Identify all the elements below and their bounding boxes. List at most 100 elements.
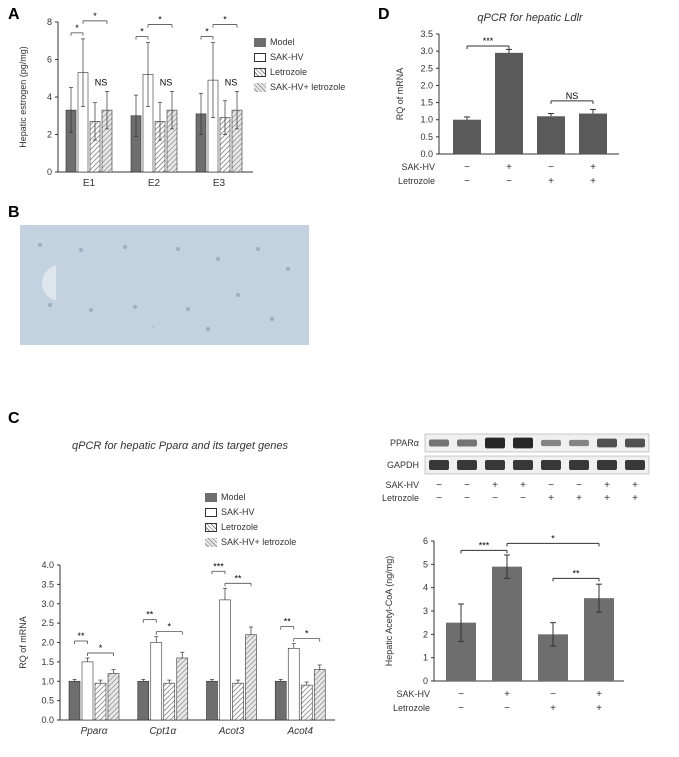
svg-text:1.0: 1.0 <box>420 115 433 125</box>
histology-image: Letrozole <box>103 225 148 237</box>
svg-text:4: 4 <box>423 583 428 593</box>
svg-text:+: + <box>590 162 596 173</box>
svg-text:+: + <box>596 689 602 700</box>
svg-text:0.0: 0.0 <box>420 149 433 159</box>
svg-text:RQ of mRNA: RQ of mRNA <box>395 68 405 121</box>
panel-b-row: Model SAK-HV Letrozole <box>20 225 249 237</box>
svg-text:PPARα: PPARα <box>390 438 419 448</box>
svg-text:1.5: 1.5 <box>420 98 433 108</box>
svg-text:+: + <box>550 703 556 714</box>
svg-text:+: + <box>632 480 638 491</box>
svg-text:4: 4 <box>47 92 52 102</box>
panel-a-legend: Model SAK-HV Letrozole SAK-HV+ letrozole <box>254 35 345 95</box>
svg-text:−: − <box>520 493 526 504</box>
svg-text:+: + <box>504 689 510 700</box>
histology-image: SAK-HV + letrozole <box>154 225 249 237</box>
svg-text:+: + <box>604 480 610 491</box>
histology-image: SAK-HV <box>56 225 97 237</box>
svg-text:NS: NS <box>95 77 108 87</box>
svg-text:0.5: 0.5 <box>41 696 54 706</box>
svg-text:E2: E2 <box>148 178 161 189</box>
svg-text:2.5: 2.5 <box>420 63 433 73</box>
svg-text:**: ** <box>77 631 85 641</box>
svg-text:2.5: 2.5 <box>41 618 54 628</box>
panel-c-title: qPCR for hepatic Pparα and its target ge… <box>40 440 320 452</box>
svg-text:−: − <box>464 493 470 504</box>
svg-text:**: ** <box>572 568 580 578</box>
svg-text:RQ of mRNA: RQ of mRNA <box>18 616 28 669</box>
svg-text:3.0: 3.0 <box>420 46 433 56</box>
svg-text:Letrozole: Letrozole <box>393 703 430 713</box>
svg-text:2.0: 2.0 <box>41 638 54 648</box>
svg-text:+: + <box>548 493 554 504</box>
svg-text:2: 2 <box>423 629 428 639</box>
svg-text:***: *** <box>479 540 490 550</box>
svg-text:+: + <box>576 493 582 504</box>
svg-text:Pparα: Pparα <box>81 726 108 737</box>
svg-text:1: 1 <box>423 653 428 663</box>
panel-c-legend: Model SAK-HV Letrozole SAK-HV+ letrozole <box>205 490 296 550</box>
svg-text:**: ** <box>146 610 154 620</box>
legend-letro: Letrozole <box>270 67 307 77</box>
svg-text:+: + <box>590 176 596 187</box>
histology-image: Model <box>20 225 50 237</box>
svg-text:6: 6 <box>423 536 428 546</box>
svg-text:6: 6 <box>47 55 52 65</box>
svg-text:NS: NS <box>566 91 579 101</box>
svg-text:*: * <box>305 629 309 639</box>
svg-text:+: + <box>604 493 610 504</box>
svg-text:−: − <box>492 493 498 504</box>
svg-text:1.0: 1.0 <box>41 676 54 686</box>
svg-text:+: + <box>506 162 512 173</box>
svg-text:0.5: 0.5 <box>420 132 433 142</box>
svg-text:Cpt1α: Cpt1α <box>149 726 176 737</box>
svg-text:***: *** <box>483 36 494 46</box>
svg-text:*: * <box>223 15 227 25</box>
svg-text:0: 0 <box>47 167 52 177</box>
svg-text:1.5: 1.5 <box>41 657 54 667</box>
svg-text:*: * <box>75 23 79 33</box>
panel-c-left-chart: 0.00.51.01.52.02.53.03.54.0RQ of mRNAPpa… <box>10 455 360 755</box>
svg-text:−: − <box>436 493 442 504</box>
svg-text:+: + <box>520 480 526 491</box>
svg-text:−: − <box>464 480 470 491</box>
svg-text:−: − <box>548 480 554 491</box>
svg-text:SAK-HV: SAK-HV <box>401 162 435 172</box>
svg-text:−: − <box>504 703 510 714</box>
svg-text:Acot3: Acot3 <box>218 726 245 737</box>
legend-sakhv-letro: SAK-HV+ letrozole <box>270 82 345 92</box>
svg-text:E3: E3 <box>213 178 226 189</box>
svg-text:2.0: 2.0 <box>420 80 433 90</box>
svg-text:+: + <box>632 493 638 504</box>
svg-text:+: + <box>548 176 554 187</box>
svg-text:−: − <box>548 162 554 173</box>
svg-text:3: 3 <box>423 606 428 616</box>
svg-text:3.5: 3.5 <box>420 29 433 39</box>
svg-text:NS: NS <box>225 77 238 87</box>
svg-text:SAK-HV: SAK-HV <box>385 480 419 490</box>
legend-model: Model <box>270 37 295 47</box>
svg-text:3.5: 3.5 <box>41 579 54 589</box>
svg-text:−: − <box>550 689 556 700</box>
svg-text:−: − <box>458 689 464 700</box>
svg-text:2: 2 <box>47 130 52 140</box>
svg-text:*: * <box>140 27 144 37</box>
svg-text:*: * <box>551 533 555 543</box>
svg-text:+: + <box>492 480 498 491</box>
svg-text:*: * <box>93 11 97 21</box>
svg-text:Hepatic estrogen (pg/mg): Hepatic estrogen (pg/mg) <box>18 46 28 148</box>
svg-text:−: − <box>458 703 464 714</box>
svg-text:0: 0 <box>423 676 428 686</box>
svg-text:0.0: 0.0 <box>41 715 54 725</box>
svg-text:−: − <box>464 176 470 187</box>
svg-text:**: ** <box>284 617 292 627</box>
svg-text:Letrozole: Letrozole <box>382 493 419 503</box>
svg-text:*: * <box>99 643 103 653</box>
svg-text:***: *** <box>213 561 224 571</box>
svg-text:−: − <box>576 480 582 491</box>
svg-text:GAPDH: GAPDH <box>387 460 419 470</box>
svg-text:−: − <box>436 480 442 491</box>
svg-text:4.0: 4.0 <box>41 560 54 570</box>
svg-text:Hepatic Acetyl-CoA (ng/mg): Hepatic Acetyl-CoA (ng/mg) <box>384 556 394 667</box>
svg-text:−: − <box>464 162 470 173</box>
